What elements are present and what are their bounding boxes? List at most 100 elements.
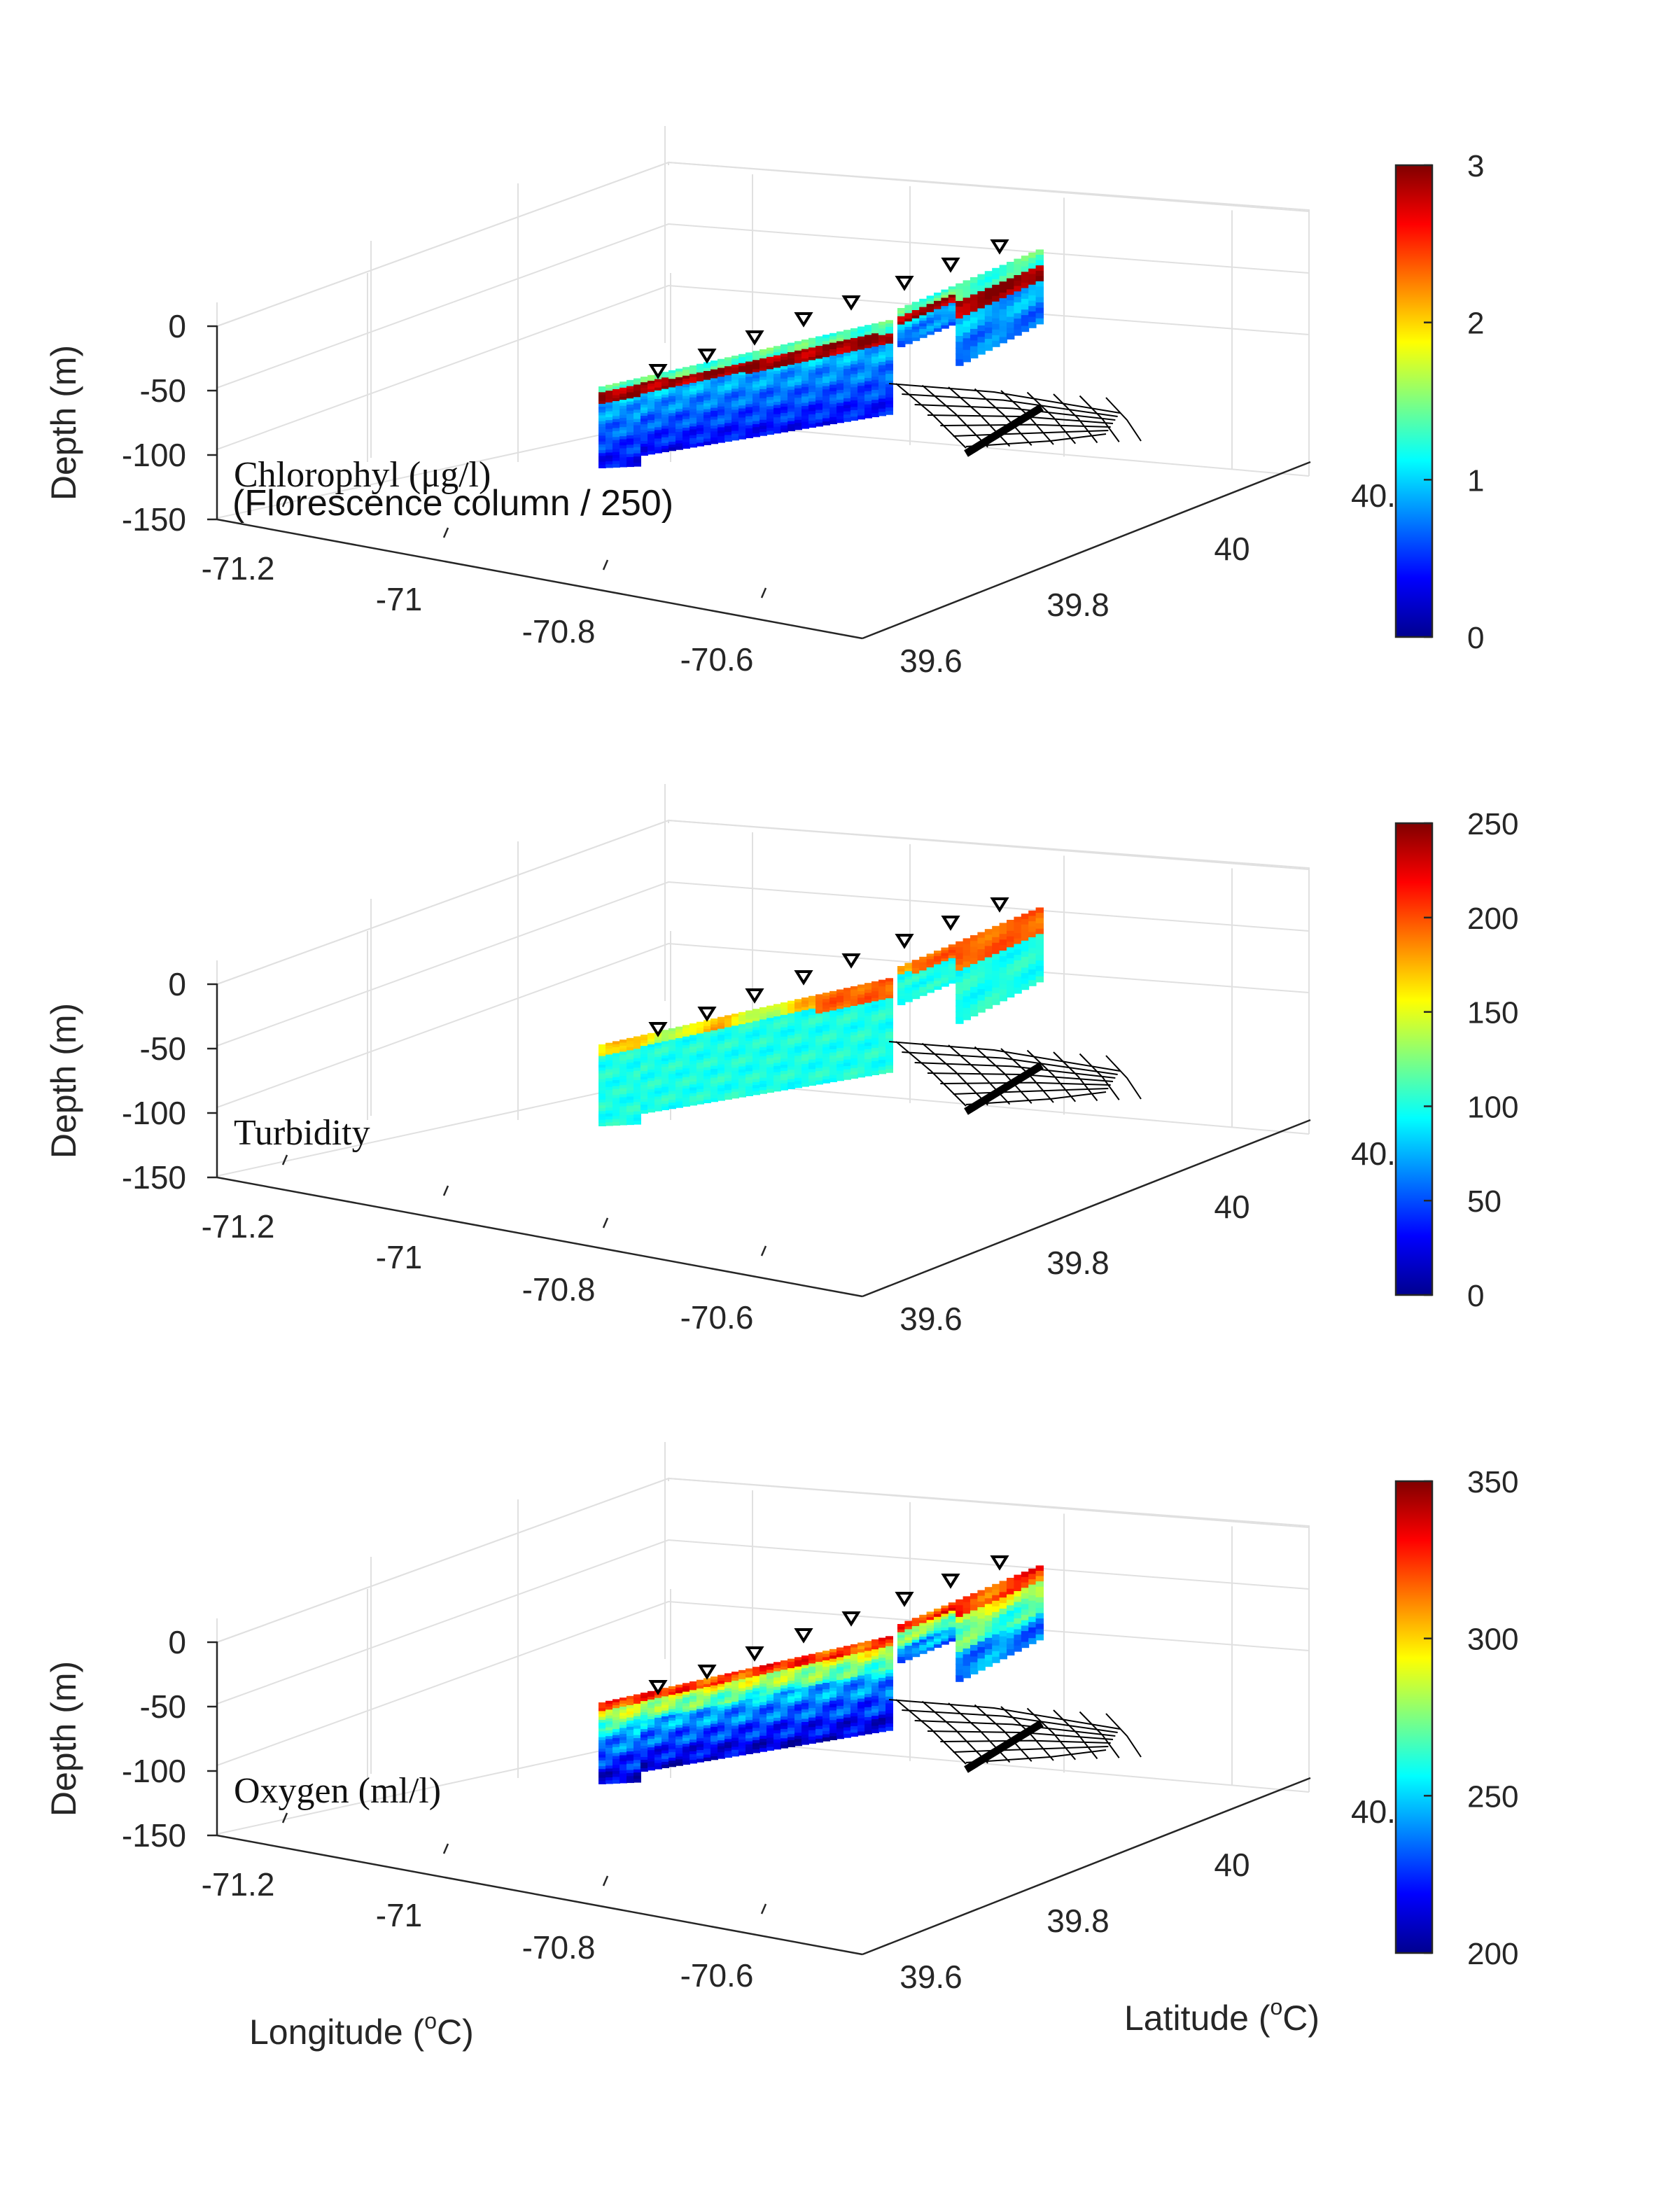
section-cell bbox=[1007, 1621, 1015, 1628]
section-cell bbox=[836, 399, 844, 404]
section-cell bbox=[598, 398, 606, 402]
section-cell bbox=[836, 347, 844, 352]
section-cell bbox=[794, 1040, 802, 1044]
section-cell bbox=[1021, 266, 1030, 273]
section-cell bbox=[662, 414, 669, 419]
section-cell bbox=[864, 404, 872, 409]
section-cell bbox=[606, 1763, 613, 1767]
section-cell bbox=[911, 1651, 920, 1655]
section-cell bbox=[668, 370, 676, 374]
section-cell bbox=[662, 1736, 669, 1740]
section-cell bbox=[640, 447, 648, 450]
section-cell bbox=[746, 1747, 753, 1751]
section-cell bbox=[858, 412, 865, 416]
section-cell bbox=[640, 396, 648, 400]
section-cell bbox=[872, 340, 879, 344]
section-cell bbox=[710, 390, 718, 394]
section-cell bbox=[872, 994, 879, 999]
section-cell bbox=[718, 412, 725, 416]
section-cell bbox=[830, 1720, 837, 1724]
section-cell bbox=[682, 1744, 690, 1748]
section-cell bbox=[830, 372, 837, 376]
section-cell bbox=[752, 1045, 760, 1049]
section-cell bbox=[676, 1086, 683, 1091]
section-cell bbox=[766, 1021, 774, 1025]
section-cell bbox=[858, 1649, 865, 1653]
section-cell bbox=[668, 1735, 676, 1739]
section-cell bbox=[844, 418, 851, 422]
section-cell bbox=[1014, 1596, 1022, 1603]
section-cell bbox=[919, 1647, 927, 1651]
section-cell bbox=[1021, 1572, 1030, 1578]
section-cell bbox=[598, 1714, 606, 1718]
section-cell bbox=[816, 416, 823, 421]
section-cell bbox=[872, 323, 879, 328]
section-cell bbox=[830, 400, 837, 405]
section-cell bbox=[802, 1656, 809, 1660]
section-cell bbox=[634, 419, 641, 424]
section-cell bbox=[934, 309, 942, 313]
section-cell bbox=[934, 951, 942, 954]
section-cell bbox=[676, 1693, 683, 1697]
section-cell bbox=[746, 1744, 753, 1749]
section-cell bbox=[948, 289, 957, 293]
section-cell bbox=[955, 312, 964, 319]
section-cell bbox=[690, 377, 697, 381]
section-cell bbox=[984, 1632, 993, 1639]
section-cell bbox=[977, 937, 986, 944]
section-cell bbox=[682, 1729, 690, 1733]
section-cell bbox=[844, 342, 851, 347]
section-cell bbox=[718, 427, 725, 431]
section-cell bbox=[718, 1044, 725, 1048]
section-cell bbox=[926, 320, 934, 324]
section-cell bbox=[830, 1023, 837, 1028]
section-cell bbox=[830, 1662, 837, 1666]
section-cell bbox=[992, 273, 1000, 280]
section-cell bbox=[654, 382, 662, 386]
section-cell bbox=[808, 1065, 816, 1070]
section-cell bbox=[1007, 941, 1015, 948]
section-cell bbox=[746, 1058, 753, 1063]
section-cell bbox=[962, 338, 971, 345]
section-cell bbox=[802, 1702, 809, 1707]
panel-axes bbox=[216, 326, 1311, 640]
section-cell bbox=[808, 1657, 816, 1661]
section-cell bbox=[780, 354, 788, 358]
section-cell bbox=[760, 1686, 767, 1690]
section-cell bbox=[962, 938, 971, 945]
section-cell bbox=[746, 1729, 753, 1733]
section-cell bbox=[696, 1039, 704, 1043]
section-cell bbox=[816, 1055, 823, 1059]
section-cell bbox=[738, 1749, 746, 1753]
section-cell bbox=[682, 1025, 690, 1029]
section-cell bbox=[668, 1054, 676, 1058]
section-cell bbox=[872, 377, 879, 381]
section-cell bbox=[640, 1071, 648, 1075]
section-cell bbox=[878, 361, 886, 366]
section-cell bbox=[774, 361, 781, 365]
section-cell bbox=[788, 408, 795, 413]
section-cell bbox=[808, 1730, 816, 1735]
section-cell bbox=[850, 1048, 858, 1053]
section-cell bbox=[822, 1651, 830, 1655]
section-cell bbox=[886, 1062, 893, 1067]
section-cell bbox=[858, 372, 865, 377]
section-cell bbox=[897, 308, 906, 312]
station-marker bbox=[794, 970, 813, 986]
section-cell bbox=[830, 374, 837, 379]
section-cell bbox=[718, 1094, 725, 1098]
x-tick-label: -70.8 bbox=[522, 613, 596, 650]
section-cell bbox=[788, 1712, 795, 1716]
section-cell bbox=[911, 962, 920, 966]
section-cell bbox=[760, 1026, 767, 1030]
section-cell bbox=[598, 421, 606, 425]
section-cell bbox=[682, 1033, 690, 1037]
section-cell bbox=[897, 1002, 906, 1005]
section-cell bbox=[606, 1042, 613, 1046]
section-cell bbox=[878, 1664, 886, 1669]
section-cell bbox=[822, 1676, 830, 1681]
section-cell bbox=[984, 940, 993, 947]
section-cell bbox=[662, 1761, 669, 1765]
section-cell bbox=[626, 1037, 634, 1042]
section-cell bbox=[620, 454, 627, 458]
